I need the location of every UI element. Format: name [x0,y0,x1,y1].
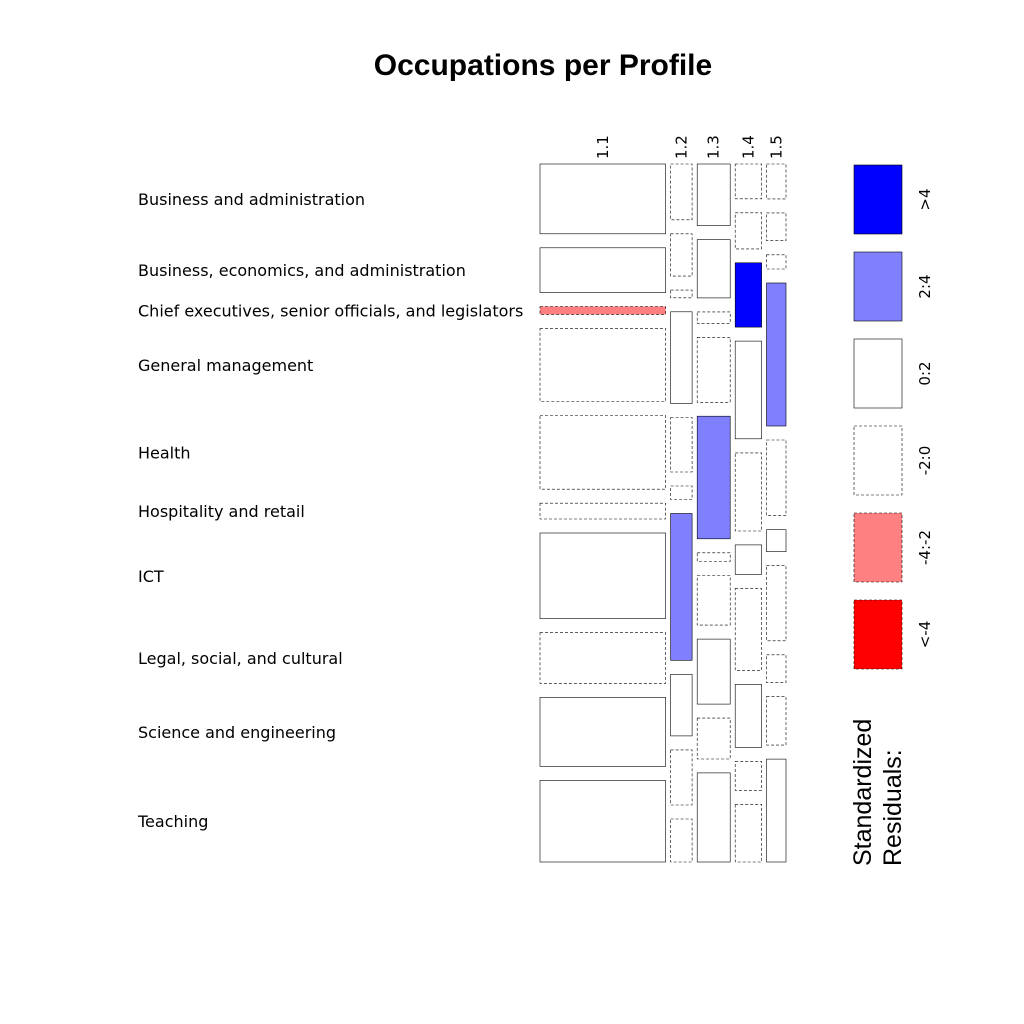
mosaic-tile [539,696,666,767]
mosaic-tile [670,311,693,404]
legend-title-line1: Standardized [849,719,877,866]
column-labels: 1.1 1.2 1.3 1.4 1.5 [594,135,785,159]
legend: >4 2:4 0:2 -2:0 -4:-2 <-4 Standardized Residual… [849,164,934,866]
mosaic-tile [766,529,787,553]
mosaic-tile [539,780,666,863]
row-label: Science and engineering [138,723,336,742]
legend-label: -4:-2 [916,530,934,565]
mosaic-tile [670,818,693,863]
row-label: Health [138,443,191,462]
chart-title: Occupations per Profile [374,49,712,82]
mosaic-tile [696,575,731,626]
mosaic-tile [734,544,762,575]
column-label: 1.4 [739,135,757,159]
column-label: 1.5 [767,135,785,159]
legend-swatch [853,425,903,496]
mosaic-tile [696,336,731,403]
mosaic-tile [696,239,731,299]
column-label: 1.1 [594,135,612,159]
mosaic-tile [670,163,693,221]
mosaic-tile [766,758,787,863]
mosaic-tile [766,654,787,683]
mosaic-tile [696,163,731,226]
mosaic-tile [539,328,666,402]
mosaic-tile [734,684,762,748]
mosaic-tile [670,289,693,299]
mosaic-tiles [539,163,787,863]
mosaic-tile [539,415,666,490]
row-label: ICT [138,567,164,586]
mosaic-tile [670,417,693,473]
mosaic-tile [670,233,693,277]
mosaic-tile [734,340,762,440]
mosaic-tile [696,552,731,562]
mosaic-tile [539,163,666,235]
mosaic-tile [539,632,666,684]
column-label: 1.2 [672,135,690,159]
row-label: Legal, social, and cultural [138,649,343,668]
legend-label: -2:0 [916,446,934,476]
mosaic-tile [539,502,666,520]
legend-label: <-4 [916,621,934,649]
mosaic-tile [696,772,731,863]
row-label: Business and administration [138,190,365,209]
mosaic-tile [539,247,666,293]
row-label: Business, economics, and administration [138,261,466,280]
row-label: Teaching [137,812,208,831]
mosaic-tile [766,696,787,746]
mosaic-tile [766,254,787,270]
row-label: Hospitality and retail [138,502,305,521]
mosaic-tile [766,163,787,200]
mosaic-tile [766,439,787,516]
legend-title-line2: Residuals: [879,749,907,866]
mosaic-tile [734,452,762,532]
mosaic-tile [766,565,787,642]
mosaic-tile [766,282,787,427]
mosaic-tile [734,761,762,791]
mosaic-tile [734,212,762,250]
mosaic-tile [696,415,731,540]
mosaic-tile [696,311,731,324]
mosaic-tile [766,212,787,241]
row-label: Chief executives, senior officials, and … [138,302,523,321]
column-label: 1.3 [705,135,723,159]
mosaic-tile [734,588,762,671]
mosaic-tile [539,532,666,619]
mosaic-tile [670,673,693,737]
mosaic-tile [696,638,731,705]
legend-label: 0:2 [916,361,934,385]
mosaic-tile [696,717,731,760]
row-label: General management [138,356,313,375]
mosaic-tile [670,749,693,806]
row-labels: Business and administration Business, eco… [137,190,523,831]
mosaic-tile [734,262,762,328]
legend-swatch [853,338,903,409]
legend-swatch [853,599,903,670]
legend-label: >4 [916,188,934,210]
mosaic-tile [734,163,762,200]
mosaic-tile [539,306,666,315]
legend-swatch [853,164,903,235]
mosaic-tile [670,513,693,661]
legend-label: 2:4 [916,274,934,298]
mosaic-tile [734,803,762,863]
legend-swatch [853,512,903,583]
legend-swatch [853,251,903,322]
mosaic-tile [670,485,693,500]
